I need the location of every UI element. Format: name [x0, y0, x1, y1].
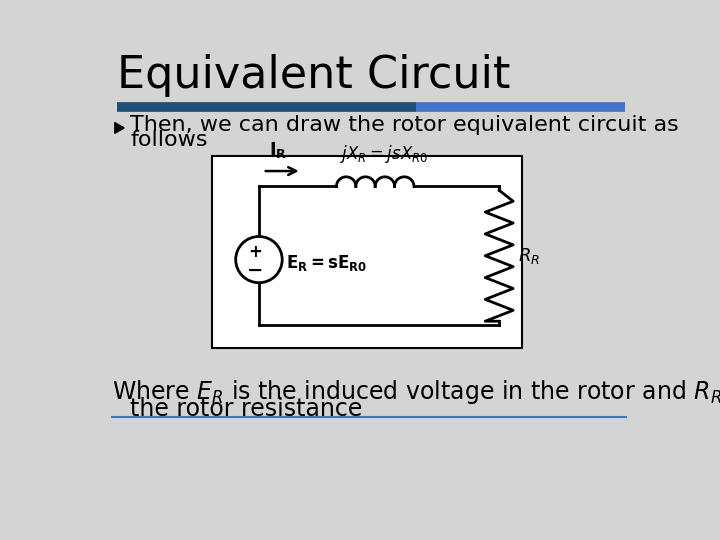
Polygon shape: [114, 123, 124, 133]
Text: $\mathbf{E_R = sE_{R0}}$: $\mathbf{E_R = sE_{R0}}$: [286, 253, 367, 273]
Text: −: −: [247, 261, 264, 280]
Text: +: +: [248, 243, 262, 261]
Text: follows: follows: [130, 130, 208, 150]
Text: Then, we can draw the rotor equivalent circuit as: Then, we can draw the rotor equivalent c…: [130, 115, 679, 135]
Bar: [212, 156, 523, 348]
Text: Equivalent Circuit: Equivalent Circuit: [117, 54, 510, 97]
Text: $R_R$: $R_R$: [518, 246, 540, 266]
Text: Where $\mathit{E_R}$ is the induced voltage in the rotor and $\mathit{R_R}$ is: Where $\mathit{E_R}$ is the induced volt…: [112, 378, 720, 406]
Text: $\mathbf{I_R}$: $\mathbf{I_R}$: [269, 140, 287, 160]
Text: the rotor resistance: the rotor resistance: [130, 397, 363, 421]
Text: $jX_R = jsX_{R0}$: $jX_R = jsX_{R0}$: [341, 143, 428, 165]
